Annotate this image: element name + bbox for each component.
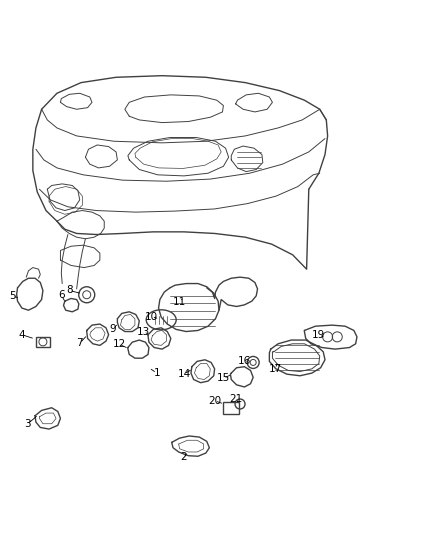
Text: 21: 21 xyxy=(229,394,242,403)
Text: 14: 14 xyxy=(177,369,191,379)
Text: 1: 1 xyxy=(153,368,160,378)
Text: 19: 19 xyxy=(312,330,325,340)
Text: 3: 3 xyxy=(24,419,31,429)
Text: 9: 9 xyxy=(110,325,117,334)
Bar xyxy=(223,402,240,415)
Text: 11: 11 xyxy=(173,297,186,306)
Text: 16: 16 xyxy=(238,357,251,366)
Text: 8: 8 xyxy=(66,286,73,295)
Text: 6: 6 xyxy=(58,290,65,300)
Text: 4: 4 xyxy=(18,330,25,340)
Text: 7: 7 xyxy=(76,338,83,348)
Text: 20: 20 xyxy=(208,396,221,406)
Text: 15: 15 xyxy=(217,374,230,383)
Text: 12: 12 xyxy=(113,340,126,349)
Text: 13: 13 xyxy=(137,327,150,336)
Text: 5: 5 xyxy=(9,292,16,301)
Text: 10: 10 xyxy=(145,312,158,321)
Text: 17: 17 xyxy=(268,364,282,374)
Bar xyxy=(36,337,50,347)
Text: 2: 2 xyxy=(180,453,187,462)
